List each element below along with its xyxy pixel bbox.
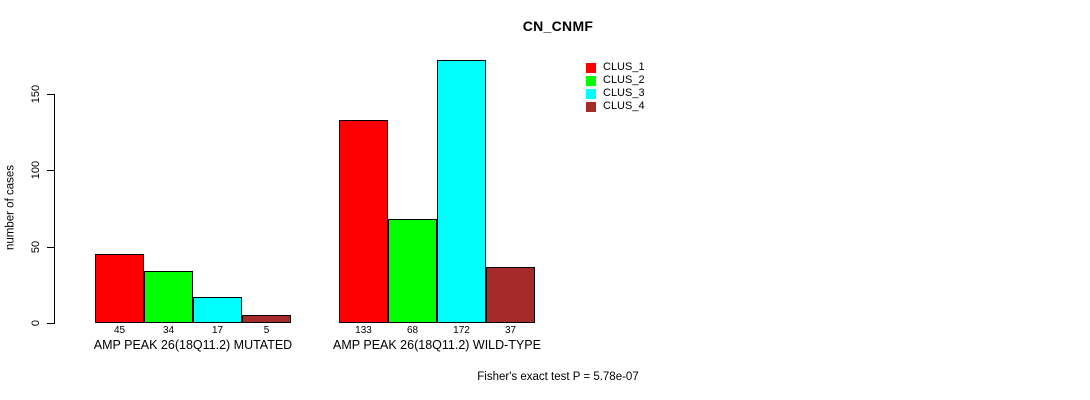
bar-value-label: 68 (406, 325, 419, 336)
bar-value-label: 37 (504, 325, 517, 336)
bar-value-label: 5 (263, 325, 270, 336)
bar-value-label: 34 (162, 325, 175, 336)
legend-swatch-icon (586, 62, 596, 73)
y-axis-title: number of cases (4, 165, 17, 251)
y-tick-label: 150 (30, 84, 42, 104)
y-tick-label: 50 (30, 240, 42, 254)
y-tick-mark (47, 247, 54, 248)
legend-label: CLUS_3 (603, 87, 645, 99)
bar-clus_1-group1 (95, 254, 144, 323)
legend-item-clus_4: CLUS_4 (586, 100, 645, 113)
legend-item-clus_1: CLUS_1 (586, 61, 645, 74)
y-tick-mark (47, 94, 54, 95)
bar-clus_1-group2 (339, 120, 388, 323)
legend-swatch-icon (586, 75, 596, 86)
legend-label: CLUS_2 (603, 74, 645, 86)
bar-value-label: 172 (453, 325, 470, 336)
bar-clus_4-group1 (242, 315, 291, 323)
bar-value-label: 17 (211, 325, 224, 336)
bar-value-label: 45 (113, 325, 126, 336)
legend-item-clus_2: CLUS_2 (586, 74, 645, 87)
y-axis-line (54, 94, 55, 324)
y-tick-label: 0 (30, 319, 42, 327)
chart-title: CN_CNMF (522, 18, 594, 34)
bar-value-label: 133 (355, 325, 372, 336)
bar-clus_2-group2 (388, 219, 437, 323)
legend: CLUS_1 CLUS_2 CLUS_3 CLUS_4 (586, 61, 645, 113)
y-tick-mark (47, 170, 54, 171)
bar-clus_3-group1 (193, 297, 242, 323)
group-label: AMP PEAK 26(18Q11.2) WILD-TYPE (333, 338, 541, 352)
y-tick-label: 100 (30, 160, 42, 180)
bar-clus_4-group2 (486, 267, 535, 323)
y-tick-mark (47, 323, 54, 324)
bar-clus_3-group2 (437, 60, 486, 323)
legend-swatch-icon (586, 101, 596, 112)
legend-item-clus_3: CLUS_3 (586, 87, 645, 100)
stat-test-annotation: Fisher's exact test P = 5.78e-07 (477, 371, 639, 383)
bar-clus_2-group1 (144, 271, 193, 323)
legend-swatch-icon (586, 88, 596, 99)
legend-label: CLUS_1 (603, 61, 645, 73)
group-label: AMP PEAK 26(18Q11.2) MUTATED (93, 338, 293, 352)
legend-label: CLUS_4 (603, 100, 645, 112)
